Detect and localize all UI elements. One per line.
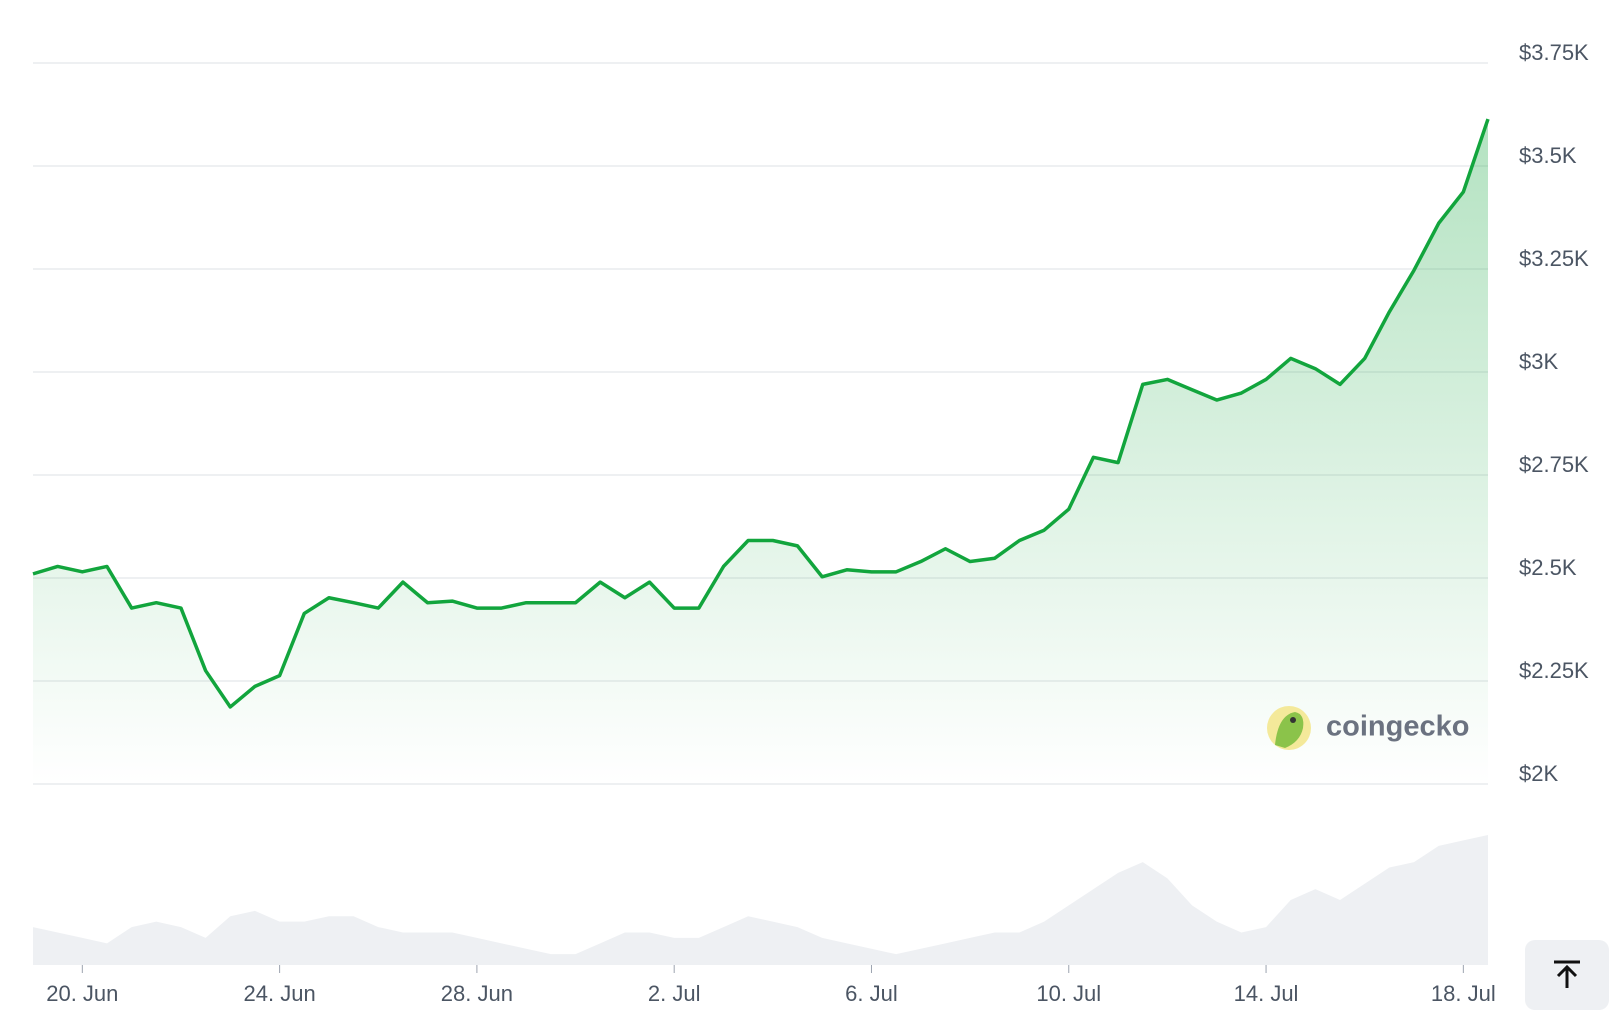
y-tick-label: $3.25K <box>1519 246 1589 271</box>
logo-gecko <box>1275 712 1304 748</box>
watermark: coingecko <box>1267 706 1469 750</box>
y-tick-label: $2K <box>1519 761 1558 786</box>
logo-eye <box>1290 717 1296 723</box>
x-tick-label: 2. Jul <box>648 981 701 1006</box>
x-tick-label: 24. Jun <box>244 981 316 1006</box>
scroll-top-button[interactable] <box>1525 940 1609 1010</box>
y-tick-label: $3.75K <box>1519 40 1589 65</box>
y-tick-label: $3K <box>1519 349 1558 374</box>
price-area <box>33 119 1488 785</box>
y-tick-label: $2.25K <box>1519 658 1589 683</box>
x-tick-label: 10. Jul <box>1036 981 1101 1006</box>
x-tick-label: 14. Jul <box>1234 981 1299 1006</box>
x-tick-label: 18. Jul <box>1431 981 1496 1006</box>
volume-area <box>33 835 1488 965</box>
x-tick-label: 28. Jun <box>441 981 513 1006</box>
x-tick-label: 20. Jun <box>46 981 118 1006</box>
watermark-text: coingecko <box>1326 711 1469 743</box>
y-tick-label: $2.5K <box>1519 555 1577 580</box>
price-line <box>32 118 1490 709</box>
button-icon <box>1556 964 1578 988</box>
y-tick-label: $2.75K <box>1519 452 1589 477</box>
y-tick-label: $3.5K <box>1519 143 1577 168</box>
x-tick-label: 6. Jul <box>845 981 898 1006</box>
